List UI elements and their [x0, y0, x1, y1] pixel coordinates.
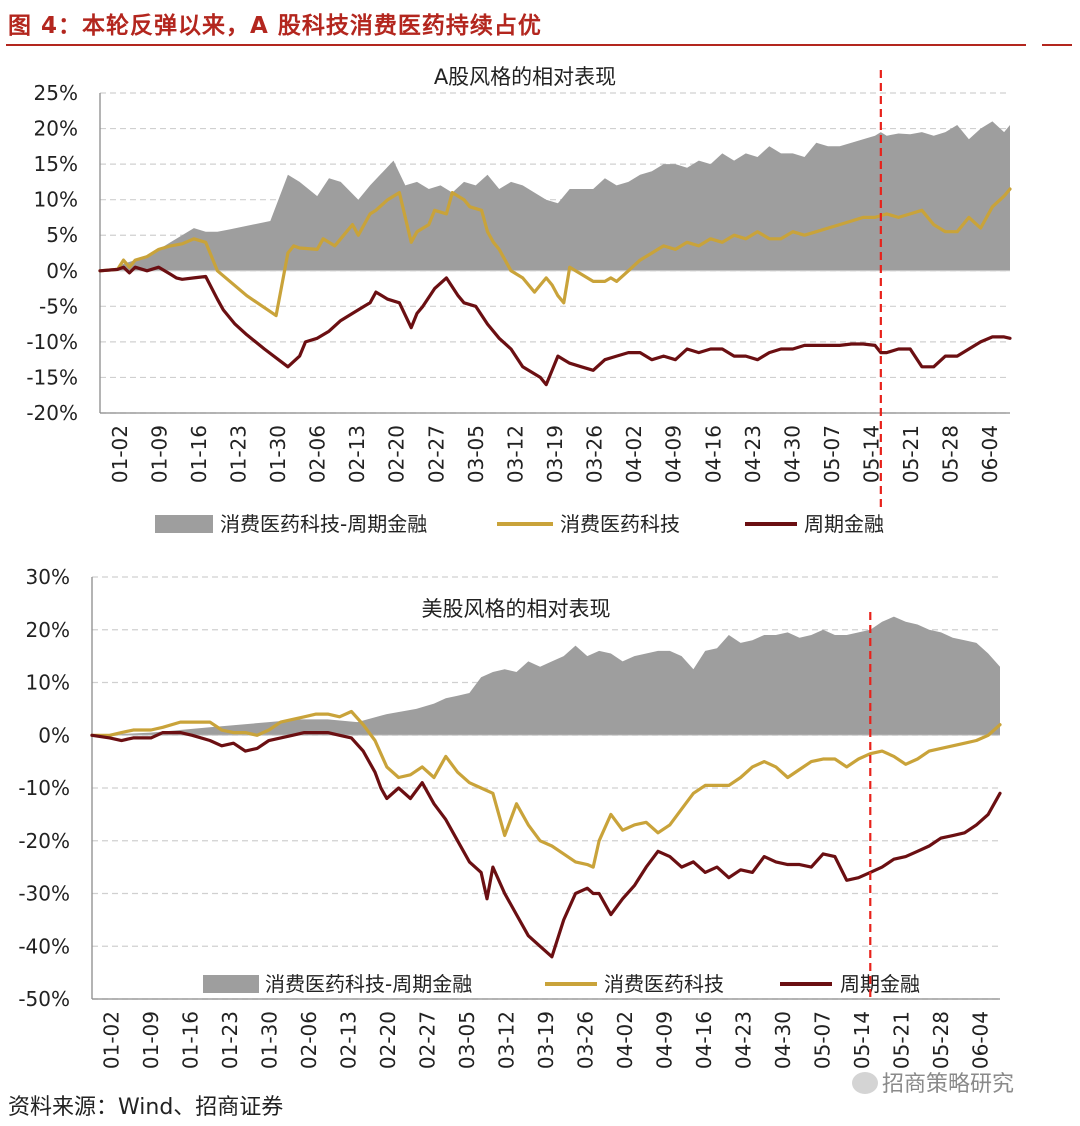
x-tick-label: 01-16 — [187, 425, 211, 483]
y-tick-label: 15% — [34, 152, 78, 176]
x-tick-label: 05-21 — [899, 425, 923, 483]
series-line-cyclical — [90, 730, 1002, 959]
y-tick-label: -10% — [18, 776, 70, 800]
x-tick-label: 04-30 — [771, 1011, 795, 1069]
chart-title: 美股风格的相对表现 — [422, 597, 611, 621]
x-tick-label: 01-30 — [266, 425, 290, 483]
y-tick-label: -15% — [26, 365, 78, 389]
x-tick-label: 03-19 — [543, 425, 567, 483]
x-tick-label: 05-28 — [939, 425, 963, 483]
x-tick-label: 04-09 — [662, 425, 686, 483]
wechat-icon — [852, 1072, 878, 1094]
x-tick-label: 06-04 — [978, 425, 1002, 483]
chart-2: 30% 20% 10% 0% -10% -20% -30% -40% -50% 01-02 01-0… — [18, 565, 1002, 1069]
x-tick-label: 03-19 — [534, 1011, 558, 1069]
x-tick-label: 02-27 — [416, 1011, 440, 1069]
legend-label: 消费医药科技 — [560, 512, 680, 536]
x-tick-label: 02-20 — [385, 425, 409, 483]
x-tick-label: 03-05 — [464, 425, 488, 483]
x-tick-label: 03-05 — [455, 1011, 479, 1069]
x-tick-label: 04-23 — [741, 425, 765, 483]
x-tick-label: 02-13 — [337, 1011, 361, 1069]
y-tick-label: -40% — [18, 934, 70, 958]
y-tick-label: 30% — [26, 565, 70, 589]
y-tick-label: 0% — [46, 259, 78, 283]
legend-label: 消费医药科技-周期金融 — [220, 512, 427, 536]
title-underline — [6, 44, 1026, 46]
series-line-cyclical — [98, 265, 1012, 387]
y-tick-label: 10% — [26, 671, 70, 695]
x-tick-label: 05-28 — [929, 1011, 953, 1069]
watermark-text: 招商策略研究 — [882, 1072, 1015, 1097]
chart-1: 25% 20% 15% 10% 5% 0% -5% -10% -15% -20% 01-02 01-0… — [26, 65, 1012, 536]
x-tick-label: 04-16 — [692, 1011, 716, 1069]
x-tick-label: 03-26 — [574, 1011, 598, 1069]
x-tick-label: 05-14 — [860, 425, 884, 483]
legend-label: 周期金融 — [804, 512, 884, 536]
x-tick-label: 01-09 — [147, 425, 171, 483]
x-tick-label: 05-14 — [850, 1011, 874, 1069]
x-tick-label: 04-30 — [780, 425, 804, 483]
x-tick-label: 01-23 — [218, 1011, 242, 1069]
y-tick-label: -30% — [18, 882, 70, 906]
x-tick-label: 02-06 — [306, 425, 330, 483]
x-tick-label: 01-30 — [258, 1011, 282, 1069]
legend-swatch-area — [155, 515, 213, 533]
legend-swatch-area — [203, 975, 259, 993]
x-tick-label: 02-06 — [297, 1011, 321, 1069]
x-tick-label: 02-27 — [424, 425, 448, 483]
chart-title: A股风格的相对表现 — [434, 65, 616, 89]
x-tick-label: 04-09 — [652, 1011, 676, 1069]
legend-label: 消费医药科技-周期金融 — [265, 972, 472, 996]
source-note: 资料来源：Wind、招商证券 — [8, 1095, 284, 1120]
y-tick-label: 10% — [34, 188, 78, 212]
x-tick-label: 05-07 — [820, 425, 844, 483]
x-tick-label: 06-04 — [968, 1011, 992, 1069]
series-area-spread — [100, 121, 1010, 271]
y-tick-label: -20% — [26, 401, 78, 425]
legend: 消费医药科技-周期金融 消费医药科技 周期金融 — [203, 972, 920, 996]
y-tick-label: -10% — [26, 330, 78, 354]
y-tick-label: 20% — [34, 117, 78, 141]
x-tick-label: 05-21 — [889, 1011, 913, 1069]
y-tick-label: -20% — [18, 829, 70, 853]
x-tick-label: 04-23 — [731, 1011, 755, 1069]
x-tick-label: 01-02 — [108, 425, 132, 483]
series-line-tech — [98, 187, 1012, 318]
y-tick-label: 0% — [38, 723, 70, 747]
legend-label: 周期金融 — [840, 972, 920, 996]
x-tick-label: 01-23 — [227, 425, 251, 483]
x-tick-label: 01-16 — [179, 1011, 203, 1069]
legend: 消费医药科技-周期金融 消费医药科技 周期金融 — [155, 512, 884, 536]
series-area-spread — [92, 616, 1000, 736]
series-line-tech — [90, 709, 1002, 869]
x-tick-label: 03-26 — [583, 425, 607, 483]
x-tick-label: 03-12 — [495, 1011, 519, 1069]
x-tick-label: 03-12 — [503, 425, 527, 483]
legend-label: 消费医药科技 — [604, 972, 724, 996]
y-tick-label: 20% — [26, 618, 70, 642]
x-tick-label: 02-20 — [376, 1011, 400, 1069]
y-tick-label: 25% — [34, 81, 78, 105]
x-tick-label: 04-02 — [622, 425, 646, 483]
x-tick-label: 05-07 — [810, 1011, 834, 1069]
watermark: 招商策略研究 — [852, 1066, 1014, 1098]
x-tick-label: 02-13 — [345, 425, 369, 483]
x-tick-label: 04-16 — [701, 425, 725, 483]
x-tick-label: 01-02 — [100, 1011, 124, 1069]
figure-title: 图 4：本轮反弹以来，A 股科技消费医药持续占优 — [8, 13, 542, 39]
y-tick-label: -50% — [18, 987, 70, 1011]
x-tick-label: 04-02 — [613, 1011, 637, 1069]
title-underline-tail — [1042, 44, 1072, 46]
y-tick-label: -5% — [39, 294, 78, 318]
x-tick-label: 01-09 — [139, 1011, 163, 1069]
y-tick-label: 5% — [46, 223, 78, 247]
